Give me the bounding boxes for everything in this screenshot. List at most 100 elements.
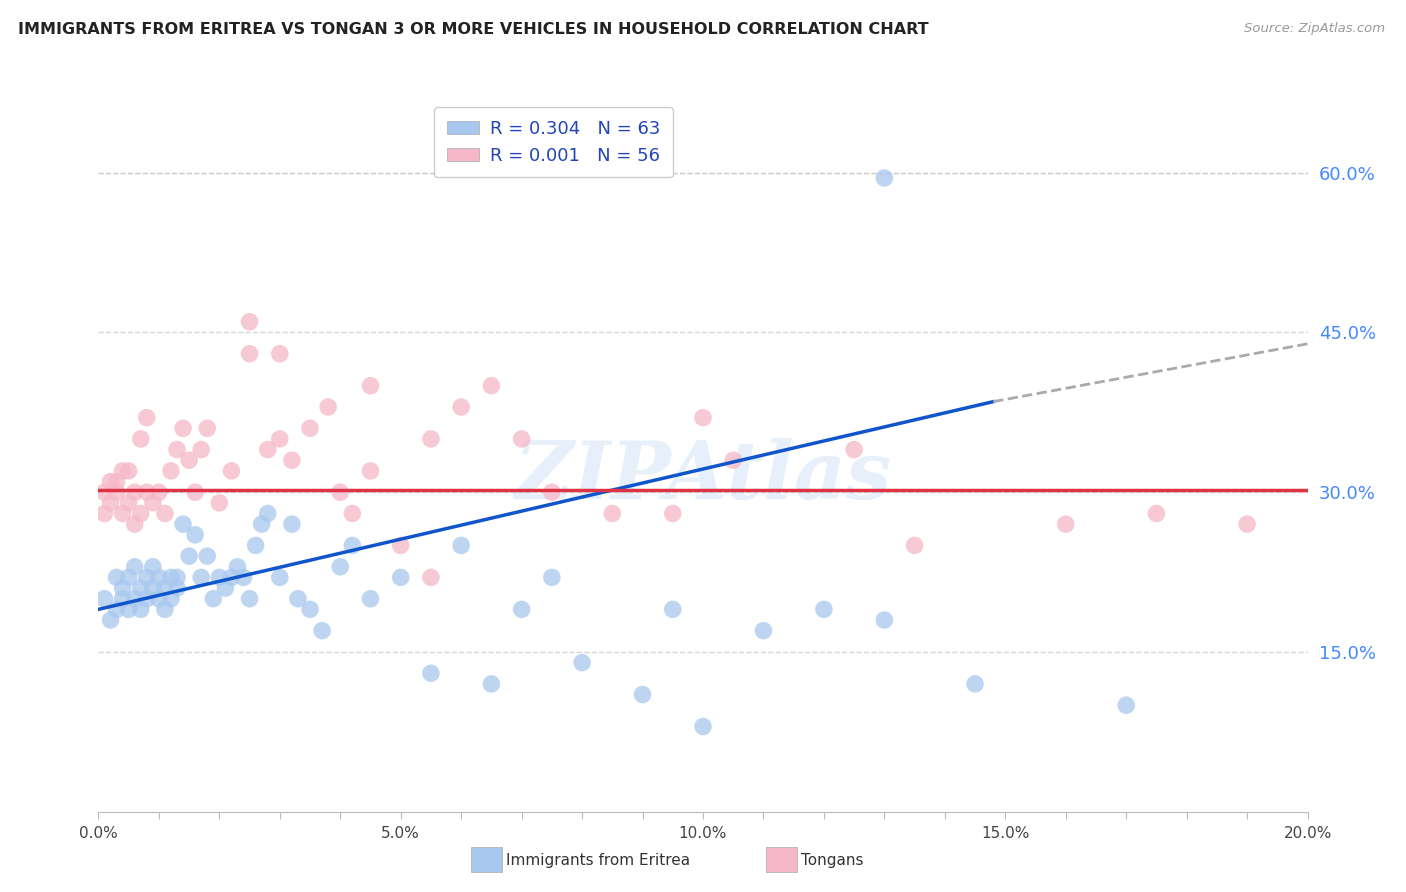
Point bbox=[195, 421, 218, 435]
Point bbox=[148, 570, 170, 584]
Point bbox=[256, 442, 278, 457]
Point bbox=[342, 507, 364, 521]
Point bbox=[124, 559, 146, 574]
Point bbox=[111, 581, 134, 595]
Point bbox=[226, 559, 249, 574]
Point bbox=[195, 549, 218, 563]
Point bbox=[342, 538, 364, 552]
Point bbox=[540, 570, 562, 584]
Point bbox=[450, 400, 472, 414]
Point bbox=[299, 602, 322, 616]
Text: IMMIGRANTS FROM ERITREA VS TONGAN 3 OR MORE VEHICLES IN HOUSEHOLD CORRELATION CH: IMMIGRANTS FROM ERITREA VS TONGAN 3 OR M… bbox=[18, 22, 929, 37]
Point bbox=[256, 507, 278, 521]
Point bbox=[873, 613, 896, 627]
Point bbox=[93, 507, 115, 521]
Point bbox=[166, 570, 188, 584]
Point bbox=[1236, 517, 1258, 532]
Point bbox=[111, 507, 134, 521]
Point bbox=[172, 421, 194, 435]
Point bbox=[269, 347, 291, 361]
Point bbox=[269, 570, 291, 584]
Point bbox=[481, 677, 503, 691]
Point bbox=[208, 496, 231, 510]
Point bbox=[752, 624, 775, 638]
Point bbox=[166, 442, 188, 457]
Point bbox=[148, 591, 170, 606]
Point bbox=[813, 602, 835, 616]
Point bbox=[250, 517, 273, 532]
Point bbox=[153, 507, 176, 521]
Point bbox=[153, 602, 176, 616]
Point bbox=[160, 570, 183, 584]
Point bbox=[105, 570, 128, 584]
Point bbox=[965, 677, 987, 691]
Point bbox=[329, 485, 352, 500]
Point bbox=[481, 378, 503, 392]
Point bbox=[1054, 517, 1077, 532]
Point bbox=[124, 591, 146, 606]
Point bbox=[93, 485, 115, 500]
Point bbox=[602, 507, 624, 521]
Point bbox=[153, 581, 176, 595]
Point bbox=[571, 656, 593, 670]
Point bbox=[510, 432, 533, 446]
Point bbox=[208, 570, 231, 584]
Point bbox=[179, 453, 201, 467]
Point bbox=[135, 485, 157, 500]
Point bbox=[184, 485, 207, 500]
Point bbox=[281, 517, 304, 532]
Point bbox=[129, 432, 152, 446]
Point bbox=[420, 666, 443, 681]
Point bbox=[118, 464, 141, 478]
Point bbox=[111, 464, 134, 478]
Text: Tongans: Tongans bbox=[801, 853, 863, 868]
Point bbox=[135, 591, 157, 606]
Point bbox=[129, 581, 152, 595]
Legend: R = 0.304   N = 63, R = 0.001   N = 56: R = 0.304 N = 63, R = 0.001 N = 56 bbox=[434, 107, 673, 178]
Point bbox=[1144, 507, 1167, 521]
Point bbox=[179, 549, 201, 563]
Point bbox=[389, 570, 412, 584]
Point bbox=[311, 624, 333, 638]
Point bbox=[118, 570, 141, 584]
Point bbox=[142, 496, 165, 510]
Point bbox=[166, 581, 188, 595]
Point bbox=[389, 538, 412, 552]
Point bbox=[160, 464, 183, 478]
Point bbox=[100, 613, 122, 627]
Point bbox=[124, 485, 146, 500]
Point bbox=[142, 559, 165, 574]
Point bbox=[692, 719, 714, 733]
Point bbox=[420, 432, 443, 446]
Point bbox=[190, 570, 212, 584]
Point bbox=[232, 570, 254, 584]
Point bbox=[631, 688, 654, 702]
Text: Immigrants from Eritrea: Immigrants from Eritrea bbox=[506, 853, 690, 868]
Point bbox=[100, 475, 122, 489]
Point bbox=[692, 410, 714, 425]
Point bbox=[93, 591, 115, 606]
Point bbox=[662, 507, 685, 521]
Point bbox=[844, 442, 866, 457]
Point bbox=[129, 602, 152, 616]
Point bbox=[723, 453, 745, 467]
Point bbox=[360, 464, 382, 478]
Point bbox=[142, 581, 165, 595]
Point bbox=[184, 528, 207, 542]
Point bbox=[100, 496, 122, 510]
Point bbox=[160, 591, 183, 606]
Point bbox=[214, 581, 236, 595]
Point bbox=[329, 559, 352, 574]
Point bbox=[190, 442, 212, 457]
Point bbox=[148, 485, 170, 500]
Point bbox=[360, 591, 382, 606]
Point bbox=[105, 602, 128, 616]
Point bbox=[287, 591, 309, 606]
Point bbox=[105, 475, 128, 489]
Point bbox=[202, 591, 225, 606]
Point bbox=[129, 507, 152, 521]
Point bbox=[1115, 698, 1137, 713]
Point bbox=[269, 432, 291, 446]
Point bbox=[118, 496, 141, 510]
Point bbox=[105, 485, 128, 500]
